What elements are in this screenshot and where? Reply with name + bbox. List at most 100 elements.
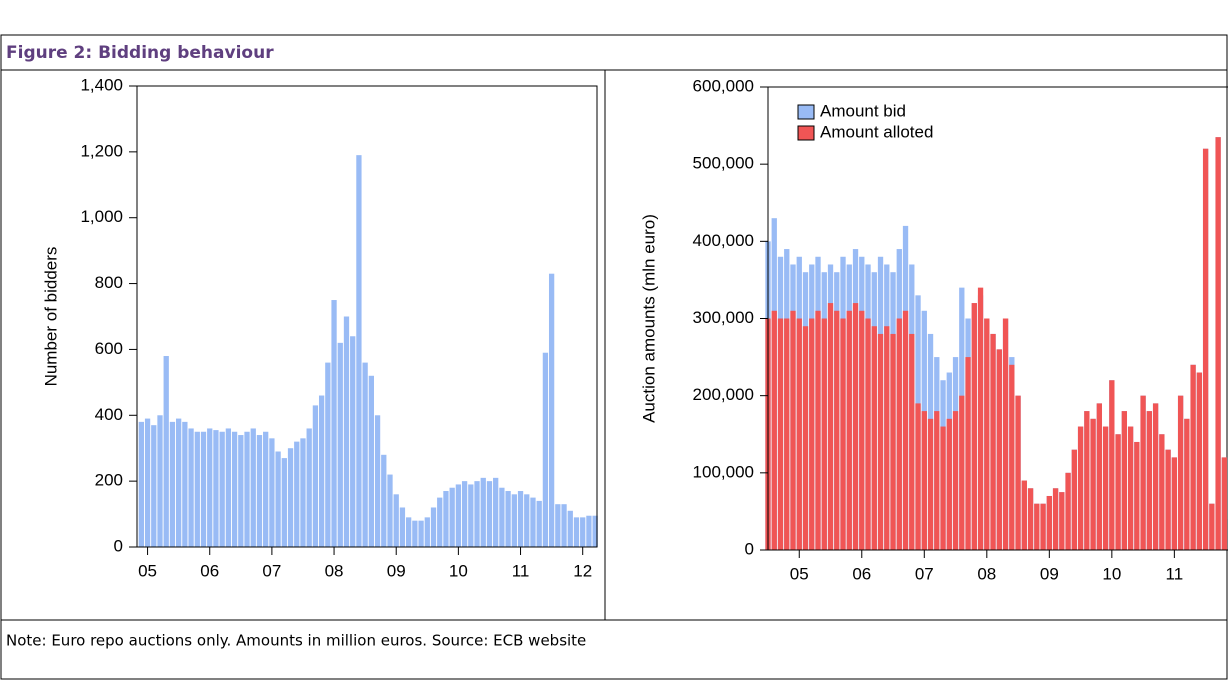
bar [984,319,989,551]
figure-title: Figure 2: Bidding behaviour [6,43,274,63]
bar [188,428,193,547]
bar [176,419,181,547]
bar [468,484,473,547]
bar [1197,373,1202,550]
bar [586,516,591,547]
bar [1190,365,1195,550]
x-tick-label: 08 [977,564,996,583]
bar [1084,411,1089,550]
y-tick-label: 200 [95,471,123,490]
bar [897,319,902,551]
bar [1065,473,1070,550]
bar [530,498,535,547]
bar [1109,380,1114,550]
bar [809,319,814,551]
bar [953,411,958,550]
x-tick-label: 11 [1166,564,1184,583]
bar [959,396,964,550]
bar [878,334,883,550]
bar [972,303,977,550]
bar [201,432,206,547]
bar [1040,504,1045,550]
bar [1122,411,1127,550]
bar [481,478,486,547]
bar [425,517,430,547]
bar [1178,396,1183,550]
bar [269,438,274,547]
bar [400,507,405,547]
bar [778,319,783,551]
bar [443,491,448,547]
bar [1153,403,1158,550]
bar [803,326,808,550]
legend-label: Amount alloted [820,122,933,141]
bar [263,432,268,547]
x-tick-label: 06 [852,564,871,583]
y-tick-label: 600 [95,339,123,358]
y-tick-label: 1,000 [80,207,123,226]
bar [213,430,218,547]
bar [543,353,548,547]
bar [406,517,411,547]
bar [394,494,399,547]
y-tick-label: 400 [95,405,123,424]
bar [1034,504,1039,550]
y-tick-label: 200,000 [693,385,754,404]
bar [1022,481,1027,550]
bar [512,494,517,547]
bar [549,274,554,547]
bar [997,349,1002,550]
bar [1222,457,1227,550]
bar [238,435,243,547]
x-tick-label: 05 [138,561,157,580]
bar [909,334,914,550]
bar [499,488,504,547]
x-tick-label: 09 [1040,564,1059,583]
bar [947,419,952,550]
bar [934,411,939,550]
bar [1140,396,1145,550]
bar [1097,403,1102,550]
bar [574,517,579,547]
bar [561,504,566,547]
bar [195,432,200,547]
bar [375,415,380,547]
bar [456,484,461,547]
bar [890,334,895,550]
bar [282,458,287,547]
bar [1209,504,1214,550]
bar [1090,419,1095,550]
bar [232,432,237,547]
bar [524,494,529,547]
bar [325,363,330,547]
bar [822,319,827,551]
y-tick-label: 500,000 [693,154,754,173]
y-tick-label: 1,400 [80,75,123,94]
bar [356,155,361,547]
bar [307,428,312,547]
bar [1059,492,1064,550]
bar [1047,496,1052,550]
x-tick-label: 05 [790,564,809,583]
note: Note: Euro repo auctions only. Amounts i… [6,632,586,650]
bar [580,517,585,547]
bar [170,422,175,547]
bar [226,428,231,547]
bar [537,501,542,547]
bar [922,411,927,550]
bar [1009,365,1014,550]
bar [928,419,933,550]
bar [1172,457,1177,550]
bar [288,448,293,547]
y-tick-label: 0 [114,536,123,555]
bar [915,403,920,550]
bar [1147,411,1152,550]
bar [387,475,392,547]
bar [431,507,436,547]
bar [344,317,349,548]
bar [815,311,820,550]
y-tick-label: 600,000 [693,76,754,95]
bar [555,504,560,547]
x-tick-label: 06 [200,561,219,580]
bar [493,478,498,547]
